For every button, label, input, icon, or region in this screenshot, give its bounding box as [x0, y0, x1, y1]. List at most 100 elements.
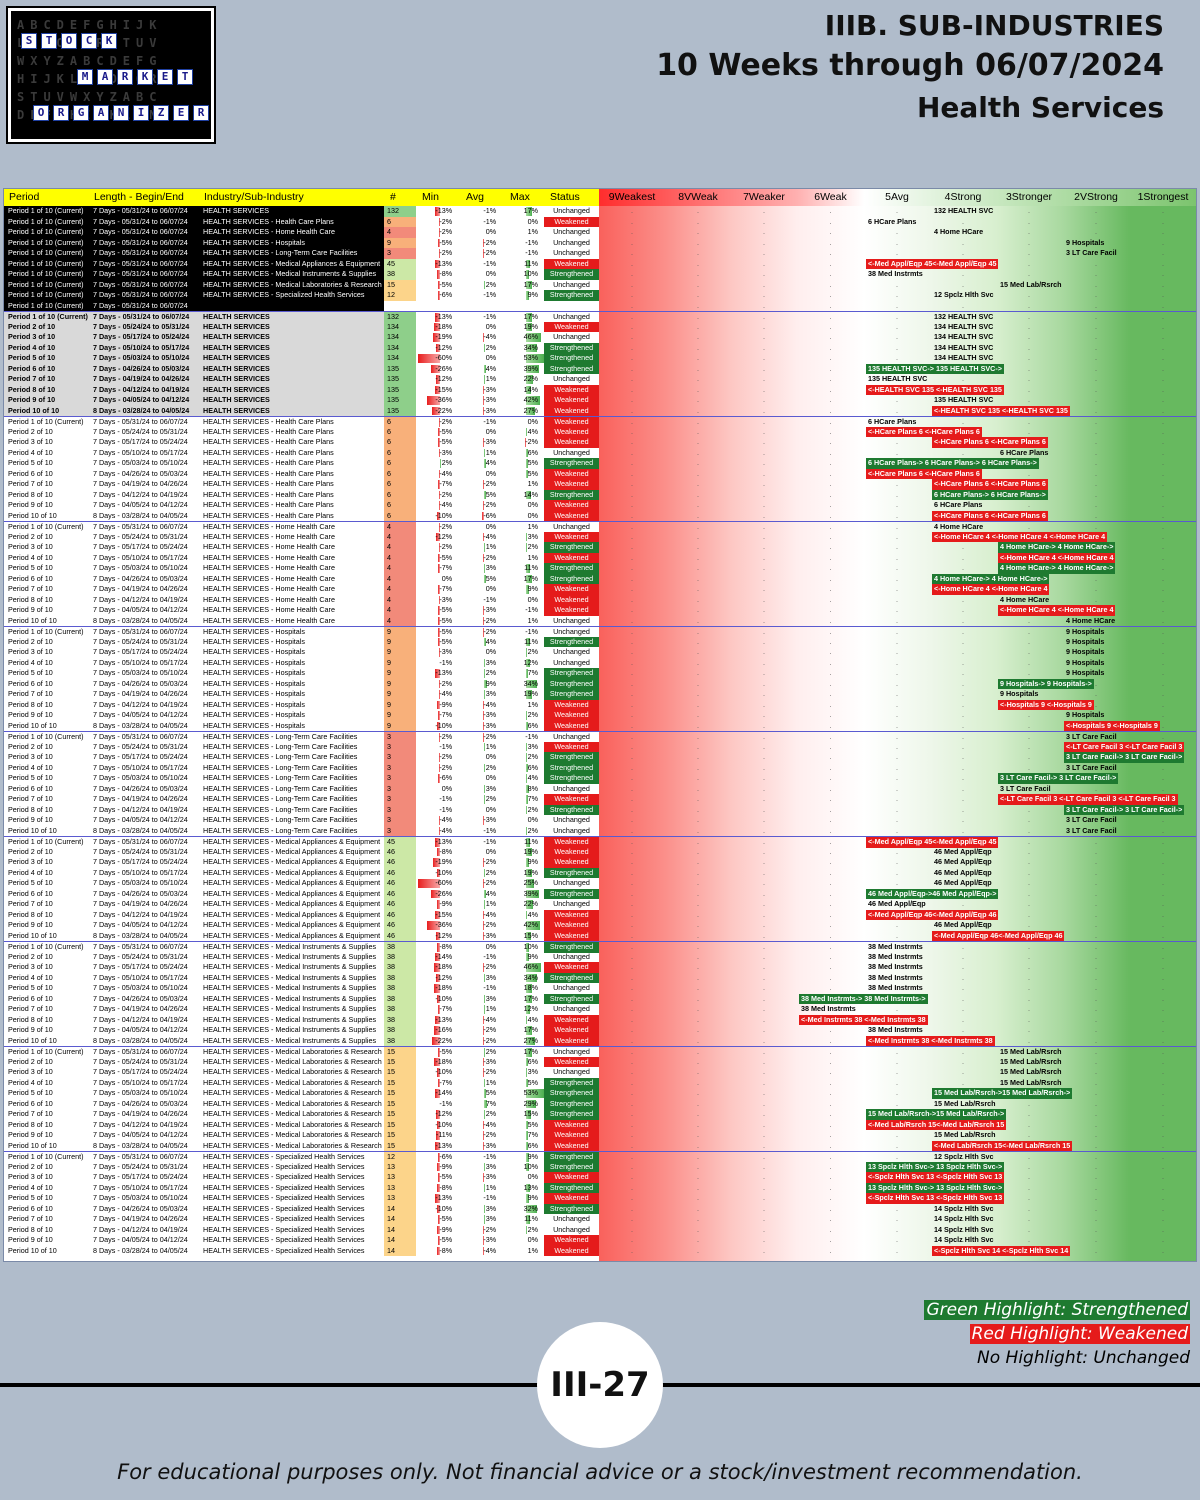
- industry-cell: HEALTH SERVICES: [203, 342, 270, 352]
- rank-dot: .: [896, 531, 898, 541]
- rank-position-label: 46 Med Appl/Eqp: [868, 899, 926, 908]
- table-row: Period 1 of 10 (Current) 7 Days - 05/31/2…: [4, 227, 1196, 238]
- rank-dot: .: [896, 773, 898, 782]
- rank-dot: .: [1095, 1245, 1097, 1255]
- rank-dot: .: [1095, 353, 1097, 362]
- rank-position-label: 38 Med Instrmts: [868, 269, 923, 278]
- min-bar: [437, 1183, 441, 1192]
- max-bar: [526, 427, 528, 436]
- rank-dot: .: [697, 804, 699, 814]
- min-cell: -12%: [435, 342, 453, 352]
- avg-cell: -3%: [483, 395, 497, 404]
- period-cell: Period 6 of 10: [8, 573, 53, 583]
- rank-position-label: 9 Hospitals: [1066, 668, 1105, 677]
- table-row: Period 1 of 10 (Current) 7 Days - 05/31/2…: [4, 237, 1196, 248]
- rank-dot: .: [962, 1130, 964, 1139]
- max-bar: [526, 679, 538, 688]
- min-cell: -10%: [435, 1203, 453, 1213]
- industry-cell: HEALTH SERVICES - Medical Appliances & E…: [203, 888, 381, 898]
- rank-dot: .: [962, 993, 964, 1003]
- table-row: Period 4 of 10 7 Days - 05/10/24 to 05/17…: [4, 867, 1196, 878]
- length-cell: 7 Days - 04/19/24 to 04/26/24: [93, 794, 188, 803]
- rank-dot: .: [1028, 878, 1030, 887]
- max-cell: 0%: [527, 1235, 538, 1244]
- max-cell: 7%: [527, 1130, 538, 1139]
- length-cell: 7 Days - 04/05/24 to 04/12/24: [93, 395, 190, 404]
- avg-cell: -2%: [483, 500, 497, 509]
- max-cell: 2%: [527, 752, 538, 761]
- table-row: Period 8 of 10 7 Days - 04/12/24 to 04/19…: [4, 489, 1196, 500]
- table-row: Period 7 of 10 7 Days - 04/19/24 to 04/26…: [4, 1109, 1196, 1120]
- count-cell: 3: [384, 248, 416, 259]
- rank-dot: .: [763, 1203, 765, 1213]
- rank-dot: .: [631, 426, 633, 436]
- rank-column-shading: [797, 206, 864, 1261]
- avg-cell: 9%: [485, 678, 497, 688]
- rank-dot: .: [1162, 1224, 1164, 1234]
- max-bar: [526, 795, 529, 804]
- table-row: Period 1 of 10 (Current) 7 Days - 05/31/2…: [4, 206, 1196, 217]
- rank-position-label: 15 Med Lab/Rsrch: [1000, 1056, 1062, 1066]
- period-cell: Period 4 of 10: [8, 447, 53, 457]
- rank-dot: .: [896, 1245, 898, 1255]
- rank-dot: .: [1095, 206, 1097, 215]
- rank-dot: .: [763, 825, 765, 835]
- rank-position-label: 4 Home HCare-> 4 Home HCare->: [932, 573, 1050, 584]
- rank-dot: .: [763, 773, 765, 782]
- rank-dot: .: [697, 951, 699, 961]
- avg-bar: [484, 889, 486, 898]
- min-cell: -19%: [435, 332, 453, 341]
- period-cell: Period 9 of 10: [8, 395, 56, 404]
- length-cell: 7 Days - 05/03/24 to 05/10/24: [93, 1193, 188, 1202]
- rank-dot: .: [962, 942, 964, 951]
- min-cell: -11%: [435, 1130, 453, 1139]
- min-bar: [438, 1173, 441, 1182]
- rank-dot: .: [1028, 1224, 1030, 1234]
- rank-dot: .: [1028, 668, 1030, 677]
- length-cell: 7 Days - 05/31/24 to 06/07/24: [93, 269, 188, 278]
- rank-dot: .: [763, 1214, 765, 1223]
- table-row: Period 3 of 10 7 Days - 05/17/24 to 05/24…: [4, 1067, 1196, 1078]
- length-cell: 7 Days - 05/31/24 to 06/07/24: [93, 227, 188, 236]
- length-cell: 8 Days - 03/28/24 to 04/05/24: [93, 405, 190, 415]
- min-cell: 0%: [441, 783, 453, 793]
- avg-cell: 0%: [485, 804, 497, 814]
- max-cell: 0%: [527, 510, 538, 520]
- rank-dot: .: [1162, 983, 1164, 992]
- count-cell: 38: [384, 942, 416, 953]
- length-cell: 8 Days - 03/28/24 to 04/05/24: [93, 930, 188, 940]
- rank-column-shading: [996, 206, 1062, 1261]
- rank-dot: .: [829, 710, 832, 719]
- count-cell: 15: [384, 1088, 416, 1099]
- rank-dot: .: [829, 510, 832, 520]
- count-cell: 9: [384, 699, 416, 710]
- rank-dot: .: [763, 888, 765, 898]
- table-row: Period 8 of 10 7 Days - 04/12/24 to 04/19…: [4, 1014, 1196, 1025]
- period-cell: Period 10 of 10: [8, 930, 57, 940]
- rank-dot: .: [962, 1152, 964, 1161]
- max-bar: [526, 1225, 527, 1234]
- rank-position-label: 15 Med Lab/Rsrch: [1000, 1077, 1062, 1087]
- table-row: Period 9 of 10 7 Days - 04/05/24 to 04/12…: [4, 1025, 1196, 1036]
- row-label-background: [4, 248, 384, 259]
- period-cell: Period 8 of 10: [8, 489, 53, 499]
- rank-dot: .: [1162, 689, 1164, 698]
- period-cell: Period 4 of 10: [8, 1077, 53, 1087]
- count-cell: 38: [384, 1025, 416, 1036]
- max-cell: 12%: [523, 657, 538, 667]
- rank-dot: .: [1028, 1235, 1030, 1244]
- rank-position-label: 3 LT Care Facil: [1066, 815, 1117, 824]
- rank-dot: .: [1095, 1025, 1097, 1034]
- rank-dot: .: [1162, 993, 1164, 1003]
- rank-dot: .: [1028, 689, 1030, 698]
- count-cell: 46: [384, 930, 416, 941]
- rank-dot: .: [962, 321, 964, 331]
- rank-dot: .: [631, 563, 633, 572]
- length-cell: 7 Days - 04/12/24 to 04/19/24: [93, 804, 188, 814]
- max-cell: 4%: [527, 426, 538, 436]
- row-label-background: [4, 312, 384, 322]
- rank-dot: .: [763, 405, 765, 415]
- rank-dot: .: [631, 1235, 633, 1244]
- rank-dot: .: [896, 563, 898, 572]
- rank-dot: .: [1028, 752, 1030, 761]
